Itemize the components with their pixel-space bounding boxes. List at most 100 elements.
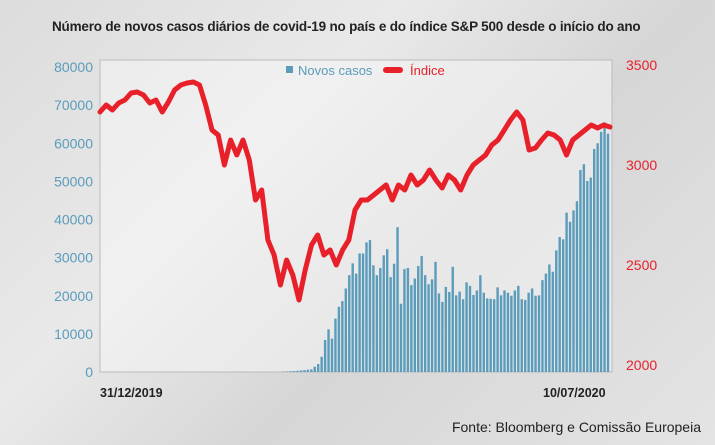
bar-novos-casos <box>420 256 423 372</box>
bar-novos-casos <box>354 273 358 372</box>
bar-novos-casos <box>299 370 303 372</box>
bar-novos-casos <box>368 240 372 372</box>
bar-novos-casos <box>444 286 448 372</box>
bar-novos-casos <box>530 288 534 372</box>
bar-novos-casos <box>406 267 410 372</box>
bar-novos-casos <box>379 267 382 372</box>
bar-novos-casos <box>503 290 506 372</box>
x-tick-end: 10/07/2020 <box>543 386 606 400</box>
bar-novos-casos <box>348 275 351 372</box>
bar-novos-casos <box>427 284 430 372</box>
bar-novos-casos <box>520 299 523 372</box>
bar-novos-casos <box>482 292 485 372</box>
bar-novos-casos <box>593 148 596 372</box>
bar-novos-casos <box>334 318 337 372</box>
bar-novos-casos <box>289 371 292 372</box>
bar-novos-casos <box>572 210 575 372</box>
bar-novos-casos <box>544 273 548 372</box>
bar-novos-casos <box>561 239 565 372</box>
bar-novos-casos <box>448 291 451 372</box>
bar-novos-casos <box>510 295 513 372</box>
bar-novos-casos <box>306 369 310 372</box>
right-tick-label: 3500 <box>626 57 657 73</box>
bar-novos-casos <box>341 301 344 372</box>
bar-novos-casos <box>541 280 544 372</box>
right-tick-label: 2500 <box>626 257 657 273</box>
bar-novos-casos <box>323 339 327 372</box>
left-tick-label: 10000 <box>54 326 93 342</box>
bar-novos-casos <box>372 265 375 372</box>
bar-novos-casos <box>344 288 347 372</box>
bar-novos-casos <box>534 295 537 372</box>
bar-novos-casos <box>403 269 406 372</box>
bar-novos-casos <box>551 271 554 372</box>
bar-novos-casos <box>586 180 589 372</box>
legend-swatch-novos-casos <box>286 66 293 73</box>
bar-novos-casos <box>382 255 385 372</box>
bar-novos-casos <box>337 306 341 372</box>
bar-novos-casos <box>317 363 320 372</box>
bar-novos-casos <box>579 169 582 372</box>
bar-novos-casos <box>303 370 306 372</box>
left-tick-label: 20000 <box>54 288 93 304</box>
bar-novos-casos <box>472 294 475 372</box>
bar-novos-casos <box>313 366 316 372</box>
bar-novos-casos <box>399 303 403 372</box>
bar-novos-casos <box>548 264 551 372</box>
bar-novos-casos <box>392 263 396 372</box>
bar-novos-casos <box>527 292 530 372</box>
left-tick-label: 30000 <box>54 250 93 266</box>
bar-novos-casos <box>489 298 492 372</box>
bar-novos-casos <box>330 338 334 372</box>
bar-novos-casos <box>292 371 296 372</box>
bar-novos-casos <box>410 285 413 372</box>
x-tick-start: 31/12/2019 <box>100 386 163 400</box>
chart-title: Número de novos casos diários de covid-1… <box>52 19 641 34</box>
left-tick-label: 0 <box>85 364 93 380</box>
bar-novos-casos <box>506 292 510 372</box>
bar-novos-casos <box>492 299 496 372</box>
bar-novos-casos <box>285 371 289 372</box>
bar-novos-casos <box>461 299 465 372</box>
bar-novos-casos <box>437 293 441 372</box>
bar-novos-casos <box>596 143 599 372</box>
bar-novos-casos <box>310 369 313 372</box>
left-tick-label: 60000 <box>54 135 93 151</box>
bar-novos-casos <box>465 282 468 372</box>
bar-novos-casos <box>455 295 458 372</box>
bar-novos-casos <box>430 279 434 372</box>
legend-label-novos-casos: Novos casos <box>298 63 373 78</box>
bar-novos-casos <box>555 250 558 372</box>
bar-novos-casos <box>537 295 541 372</box>
left-tick-label: 80000 <box>54 59 93 75</box>
bar-novos-casos <box>386 249 389 372</box>
right-tick-label: 2000 <box>626 357 657 373</box>
bar-novos-casos <box>589 177 592 372</box>
bar-novos-casos <box>361 253 365 372</box>
bar-novos-casos <box>599 131 603 372</box>
bar-novos-casos <box>365 242 368 372</box>
bar-novos-casos <box>375 275 379 372</box>
bar-novos-casos <box>499 295 503 372</box>
bar-novos-casos <box>468 285 472 372</box>
legend-label-indice: Índice <box>410 63 445 78</box>
bar-novos-casos <box>558 237 561 372</box>
bar-novos-casos <box>479 275 482 372</box>
bar-novos-casos <box>606 133 610 372</box>
bar-novos-casos <box>320 356 323 372</box>
line-indice <box>97 79 613 303</box>
left-tick-label: 50000 <box>54 173 93 189</box>
bar-novos-casos <box>296 370 299 372</box>
bar-novos-casos <box>451 266 454 372</box>
left-tick-label: 70000 <box>54 97 93 113</box>
bar-novos-casos <box>486 298 489 372</box>
bar-novos-casos <box>358 253 361 372</box>
bar-novos-casos <box>568 221 572 372</box>
bar-novos-casos <box>524 299 527 372</box>
bar-novos-casos <box>434 261 437 372</box>
bar-novos-casos <box>582 164 586 372</box>
bar-novos-casos <box>423 275 427 372</box>
bar-novos-casos <box>603 122 606 372</box>
